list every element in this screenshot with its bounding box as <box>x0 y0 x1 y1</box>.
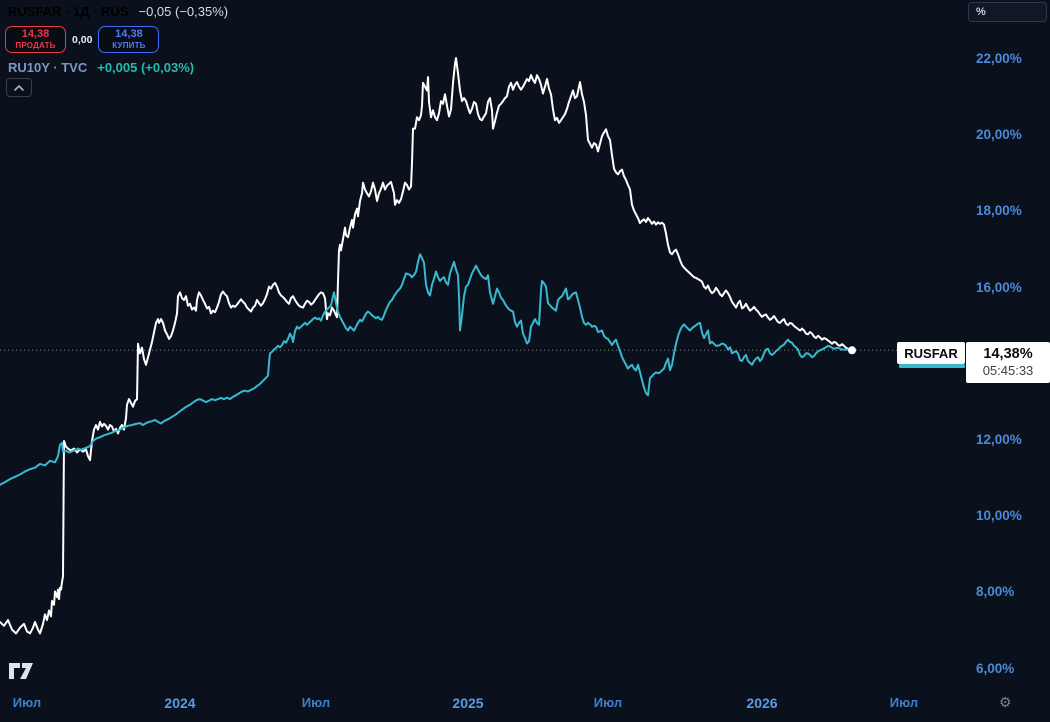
timescale-settings-gear-icon[interactable]: ⚙ <box>999 694 1012 710</box>
trade-buttons-row: 14,38 ПРОДАТЬ 0,00 14,38 КУПИТЬ <box>5 26 160 53</box>
rusfar-series-tag-underline <box>899 364 965 368</box>
price-scale-unit-button[interactable]: % <box>968 2 1047 22</box>
symbol-title[interactable]: RUSFAR · 1Д · RUS <box>8 4 129 19</box>
last-price-dot <box>848 346 856 355</box>
last-price-label: 14,38% 05:45:33 <box>966 342 1050 383</box>
rusfar-series-tag: RUSFAR <box>897 342 965 364</box>
collapse-legend-button[interactable] <box>6 78 32 97</box>
price-scale-tick: 8,00% <box>976 584 1015 599</box>
compare-symbol-change: +0,005 (+0,03%) <box>97 60 195 75</box>
sell-price: 14,38 <box>21 28 50 40</box>
sell-label: ПРОДАТЬ <box>15 41 56 50</box>
time-scale-tick: Июл <box>889 695 919 710</box>
time-scale-tick: Июл <box>301 695 331 710</box>
compare-symbol-title[interactable]: RU10Y · TVC <box>8 60 88 75</box>
price-scale-tick: 22,00% <box>976 51 1022 66</box>
spread-value: 0,00 <box>72 33 93 46</box>
time-scale-tick: 2024 <box>164 695 196 711</box>
series-line-rusfar[interactable] <box>0 253 853 486</box>
sell-button[interactable]: 14,38 ПРОДАТЬ <box>5 26 66 53</box>
compare-series-legend: RU10Y · TVC +0,005 (+0,03%) <box>8 60 194 75</box>
price-scale-tick: 16,00% <box>976 280 1022 295</box>
rusfar-series-tag-text: RUSFAR <box>904 345 958 361</box>
tradingview-logo-icon[interactable] <box>8 661 34 681</box>
symbol-change: −0,05 (−0,35%) <box>138 4 229 19</box>
time-scale-tick: Июл <box>593 695 623 710</box>
buy-price: 14,38 <box>115 28 143 40</box>
price-scale-tick: 18,00% <box>976 203 1022 218</box>
chevron-up-icon <box>14 84 24 91</box>
bar-countdown: 05:45:33 <box>982 363 1034 379</box>
symbol-legend: RUSFAR · 1Д · RUS −0,05 (−0,35%) <box>8 4 228 19</box>
series-line-ru10y[interactable] <box>0 57 853 635</box>
unit-label: % <box>976 6 986 18</box>
buy-label: КУПИТЬ <box>112 41 146 50</box>
time-scale-tick: Июл <box>12 695 42 710</box>
last-price-value: 14,38% <box>983 346 1033 363</box>
price-scale-tick: 20,00% <box>976 127 1022 142</box>
price-scale-tick: 10,00% <box>976 508 1022 523</box>
time-scale-tick: 2026 <box>746 695 778 711</box>
buy-button[interactable]: 14,38 КУПИТЬ <box>98 26 160 53</box>
price-scale-tick: 6,00% <box>976 661 1015 676</box>
price-scale-tick: 12,00% <box>976 432 1022 447</box>
time-scale-tick: 2025 <box>452 695 484 711</box>
